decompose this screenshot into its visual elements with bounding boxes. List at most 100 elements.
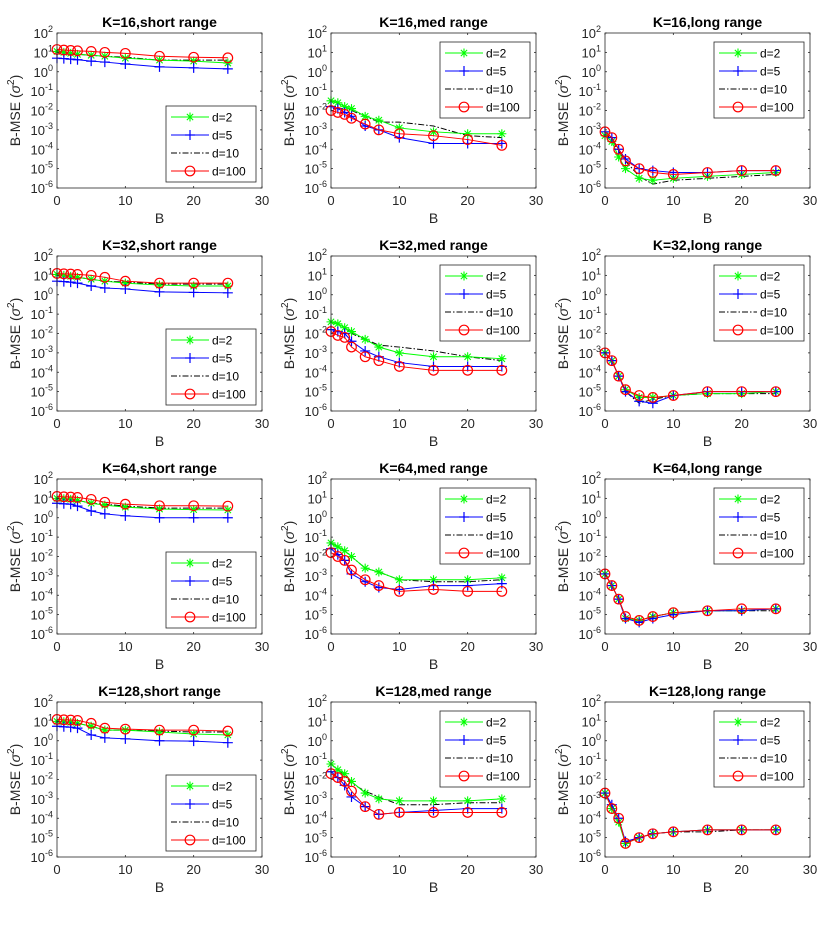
x-tick-label: 0 <box>601 862 608 877</box>
subplot-title: K=32,long range <box>653 237 763 253</box>
y-tick-label: 10-4 <box>305 140 327 157</box>
y-tick-label: 102 <box>308 693 327 710</box>
x-tick-label: 0 <box>327 193 334 208</box>
marker-circle <box>606 580 618 591</box>
legend-label: d=2 <box>486 493 507 507</box>
y-tick-label: 10-5 <box>305 829 327 846</box>
subplot-title: K=64,med range <box>379 460 488 476</box>
marker-circle <box>647 828 659 840</box>
y-tick-label: 10-4 <box>31 809 53 826</box>
marker-plus <box>459 512 469 522</box>
marker-asterisk <box>189 505 199 515</box>
marker-circle <box>606 803 618 814</box>
y-tick-label: 10-1 <box>31 305 53 322</box>
marker-asterisk <box>497 573 507 583</box>
y-tick-label: 10-4 <box>31 586 53 603</box>
x-tick-label: 30 <box>255 862 269 877</box>
legend-label: d=10 <box>760 83 787 97</box>
subplot: K=16,long range 0 10 20 30 102 101 100 10-1 10-2 1… <box>554 14 817 226</box>
x-tick-label: 30 <box>529 193 543 208</box>
y-tick-label: 10-6 <box>31 402 53 419</box>
marker-circle <box>332 107 344 118</box>
legend-label: d=5 <box>212 129 233 143</box>
y-tick-label: 101 <box>34 266 53 283</box>
marker-asterisk <box>614 152 624 162</box>
marker-circle <box>65 45 77 56</box>
x-axis-label: B <box>429 210 438 226</box>
marker-asterisk <box>394 123 404 133</box>
marker-circle <box>154 50 165 62</box>
y-tick-label: 100 <box>582 509 601 526</box>
legend: d=2 d=5 d=10 d=100 <box>713 487 805 565</box>
marker-plus <box>99 282 110 293</box>
y-tick-label: 101 <box>34 43 53 60</box>
x-tick-label: 0 <box>601 416 608 431</box>
legend-box <box>439 264 531 342</box>
marker-asterisk <box>394 348 404 358</box>
marker-circle <box>393 585 405 597</box>
legend-label: d=100 <box>486 324 520 338</box>
y-tick-label: 10-1 <box>579 528 601 545</box>
marker-asterisk <box>66 271 76 281</box>
marker-asterisk <box>155 55 164 65</box>
marker-plus <box>185 799 195 809</box>
marker-circle <box>393 361 405 372</box>
marker-asterisk <box>634 173 644 183</box>
y-tick-label: 101 <box>308 712 327 729</box>
marker-asterisk <box>429 575 438 585</box>
marker-circle <box>359 574 371 586</box>
x-tick-label: 30 <box>529 862 543 877</box>
y-axis-label: B-MSE (σ2) <box>554 521 571 593</box>
marker-asterisk <box>463 352 473 362</box>
subplot: K=128,long range 0 10 20 30 102 101 100 10-1 10-2… <box>554 683 817 895</box>
marker-asterisk <box>394 796 404 806</box>
marker-asterisk <box>59 47 69 57</box>
marker-asterisk <box>340 102 350 112</box>
marker-asterisk <box>621 164 630 174</box>
series-line-d100 <box>56 48 228 59</box>
legend: d=2 d=5 d=10 d=100 <box>713 41 805 119</box>
marker-circle <box>736 386 748 398</box>
marker-circle <box>184 834 196 846</box>
x-tick-label: 30 <box>803 639 817 654</box>
x-tick-label: 20 <box>734 193 748 208</box>
y-tick-label: 10-6 <box>305 625 327 642</box>
marker-asterisk <box>189 281 199 291</box>
legend-label: d=5 <box>486 511 507 525</box>
legend-label: d=2 <box>212 334 233 348</box>
x-tick-label: 0 <box>327 639 334 654</box>
marker-circle <box>667 607 679 619</box>
y-tick-label: 102 <box>34 470 53 487</box>
y-tick-label: 102 <box>582 247 601 264</box>
marker-asterisk <box>333 98 343 108</box>
legend-label: d=100 <box>486 547 520 561</box>
x-tick-label: 0 <box>601 639 608 654</box>
marker-plus <box>86 281 97 292</box>
series-line-d10 <box>330 763 502 806</box>
y-tick-label: 10-3 <box>31 344 53 361</box>
marker-circle <box>770 603 782 615</box>
marker-plus <box>120 510 131 521</box>
marker-asterisk <box>374 794 384 804</box>
series-line-d100 <box>604 573 776 621</box>
y-tick-label: 10-6 <box>31 179 53 196</box>
y-tick-label: 100 <box>34 286 53 303</box>
marker-circle <box>99 271 111 283</box>
marker-circle <box>58 491 70 503</box>
marker-circle <box>606 355 618 367</box>
marker-circle <box>702 167 713 178</box>
marker-plus <box>86 729 97 740</box>
y-axis-label: B-MSE (σ2) <box>6 75 23 147</box>
marker-plus <box>86 56 97 67</box>
marker-asterisk <box>347 552 356 561</box>
marker-circle <box>346 564 357 576</box>
x-tick-label: 0 <box>53 862 60 877</box>
series-line-d100 <box>330 110 502 146</box>
y-tick-label: 100 <box>308 509 327 526</box>
x-axis-label: B <box>155 433 164 449</box>
subplot-title: K=16,long range <box>653 14 763 30</box>
legend-label: d=5 <box>486 65 507 79</box>
y-tick-label: 10-5 <box>305 160 327 177</box>
y-tick-label: 10-3 <box>579 344 601 361</box>
marker-plus <box>185 576 195 586</box>
